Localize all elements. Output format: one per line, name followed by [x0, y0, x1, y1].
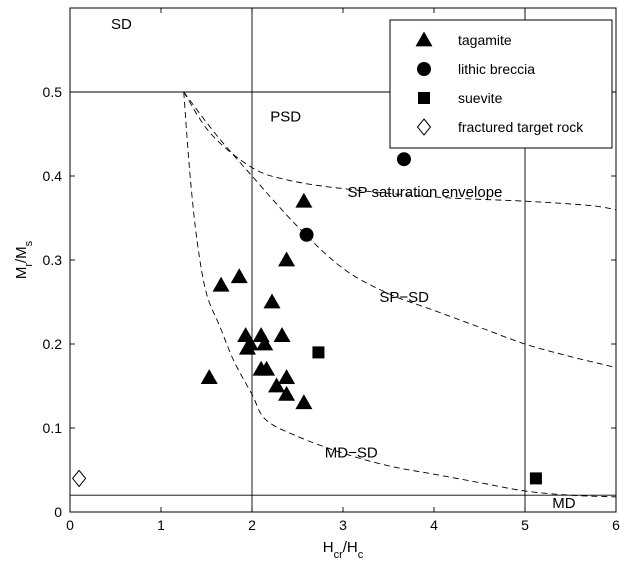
- region-annotation: MD: [552, 495, 575, 512]
- axis-labels: Hcr/Hc Mr/Ms: [13, 240, 364, 561]
- x-tick-label: 2: [248, 517, 256, 533]
- legend-label: lithic breccia: [458, 61, 535, 77]
- data-point: [396, 152, 411, 167]
- dashed-curve: [183, 91, 617, 368]
- data-point: [299, 227, 314, 242]
- boundary-curves: [183, 91, 617, 498]
- region-annotation: MD−SD: [325, 444, 378, 461]
- legend-label: tagamite: [458, 32, 512, 48]
- legend: tagamite lithic breccia suevite fractured t…: [389, 19, 613, 149]
- x-tick-label: 0: [66, 517, 74, 533]
- dashed-curve: [183, 91, 617, 211]
- y-tick-label: 0: [54, 504, 62, 520]
- y-axis: 0 0.1 0.2 0.3 0.4 0.5: [43, 84, 616, 520]
- region-annotation: SP saturation envelope: [348, 184, 503, 201]
- data-point: [200, 369, 218, 384]
- data-point: [71, 469, 87, 488]
- y-tick-label: 0.2: [43, 336, 63, 352]
- data-point: [268, 377, 286, 393]
- data-points: [71, 152, 542, 488]
- y-tick-label: 0.1: [43, 420, 63, 436]
- data-point: [278, 251, 296, 267]
- x-axis: 0 1 2 3 4 5 6: [66, 8, 620, 533]
- data-point: [256, 335, 274, 351]
- y-axis-label: Mr/Ms: [13, 240, 35, 279]
- region-annotations: SD PSD SP saturation envelope SP−SD MD−SD MD: [111, 16, 576, 512]
- legend-label: fractured target rock: [458, 119, 584, 135]
- data-point: [241, 335, 259, 351]
- x-tick-label: 1: [157, 517, 165, 533]
- region-annotation: SD: [111, 16, 132, 33]
- x-tick-label: 3: [339, 517, 347, 533]
- x-tick-label: 6: [612, 517, 620, 533]
- data-point: [212, 276, 230, 292]
- data-point: [529, 472, 542, 485]
- data-point: [278, 369, 296, 384]
- data-point: [263, 293, 281, 309]
- region-annotation: PSD: [270, 108, 301, 125]
- data-point: [230, 268, 248, 284]
- x-tick-label: 4: [430, 517, 438, 533]
- plot-area: SD PSD SP saturation envelope SP−SD MD−SD MD: [69, 7, 617, 513]
- legend-label: suevite: [458, 90, 503, 106]
- y-tick-label: 0.5: [43, 84, 63, 100]
- data-point: [278, 385, 296, 401]
- data-point: [258, 360, 276, 376]
- data-point: [273, 327, 291, 342]
- legend-marker: [415, 31, 433, 47]
- region-annotation: SP−SD: [379, 289, 429, 306]
- dashed-curve: [183, 91, 617, 498]
- y-tick-label: 0.4: [43, 168, 63, 184]
- data-point: [312, 346, 325, 359]
- x-tick-label: 5: [521, 517, 529, 533]
- x-axis-label: Hcr/Hc: [323, 539, 364, 561]
- data-point: [295, 394, 313, 410]
- legend-marker: [416, 118, 432, 136]
- legend-marker: [417, 62, 431, 76]
- data-point: [295, 192, 313, 208]
- legend-marker: [418, 92, 430, 104]
- y-tick-label: 0.3: [43, 252, 63, 268]
